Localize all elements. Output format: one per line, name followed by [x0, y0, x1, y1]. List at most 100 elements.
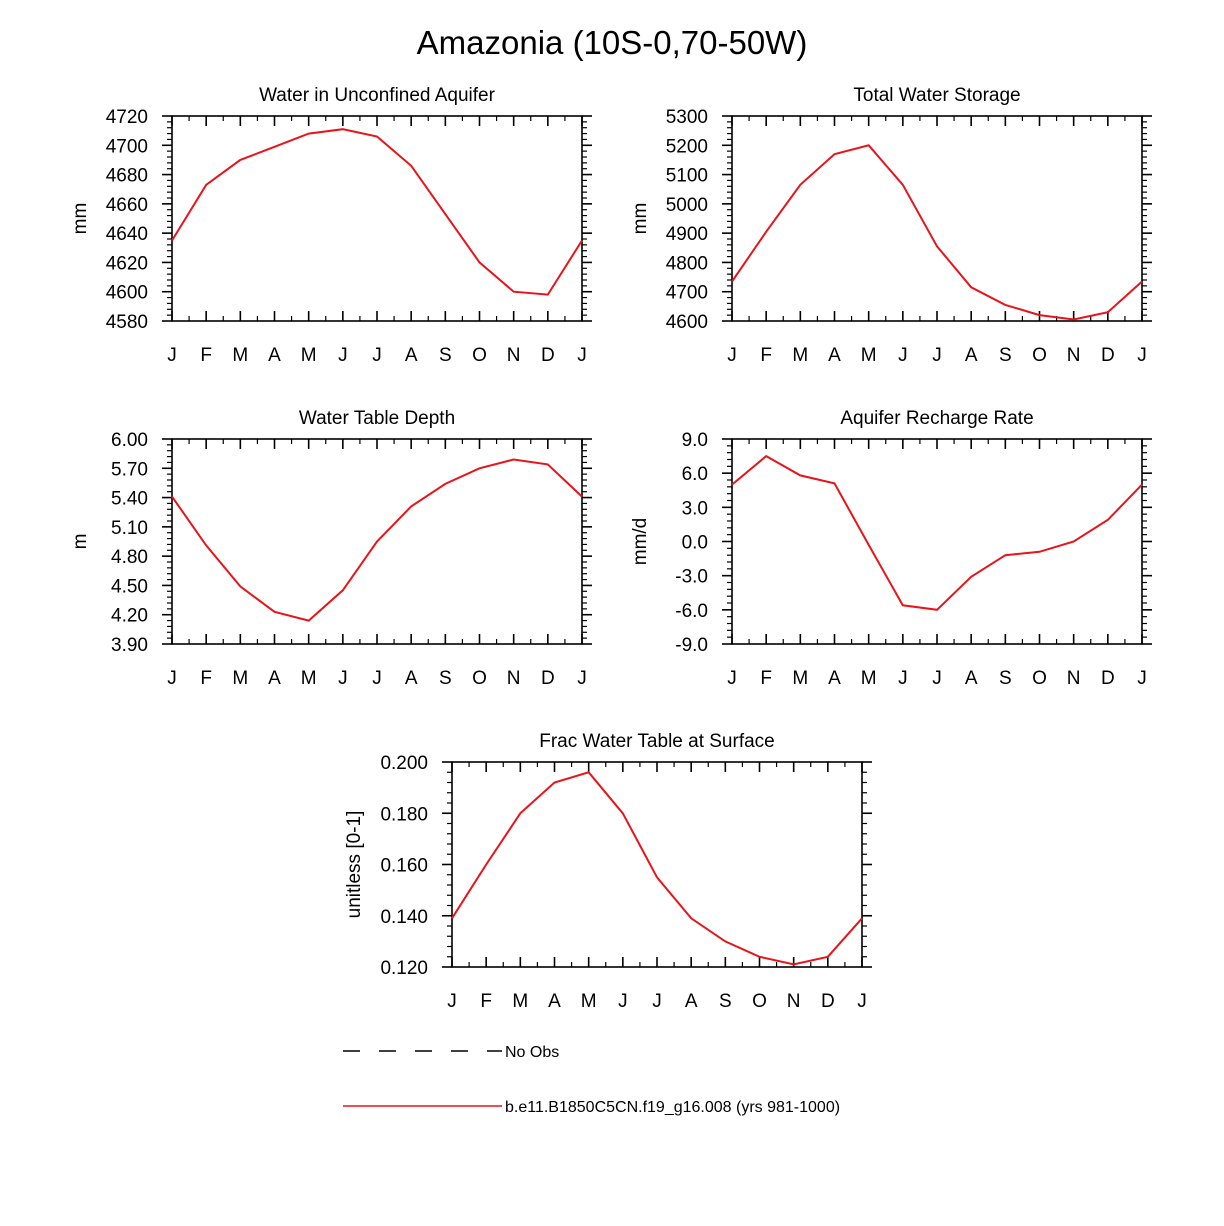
- x-tick-label: N: [507, 345, 521, 366]
- x-tick-label: J: [447, 991, 457, 1012]
- plot-frame: [731, 115, 1143, 322]
- legend: No Obs b.e11.B1850C5CN.f19_g16.008 (yrs 9…: [343, 1044, 840, 1116]
- x-tick-label: J: [167, 345, 177, 366]
- x-tick-label: O: [752, 991, 767, 1012]
- legend-entry-1: No Obs: [343, 1044, 559, 1061]
- x-tick-label: J: [898, 345, 908, 366]
- x-tick-label: M: [792, 668, 808, 689]
- y-tick-label: 0.0: [682, 533, 708, 554]
- y-tick-label: 5.40: [111, 489, 148, 510]
- chart-title: Frac Water Table at Surface: [539, 731, 775, 752]
- x-tick-label: J: [932, 668, 942, 689]
- x-tick-label: J: [577, 668, 587, 689]
- x-tick-label: J: [1137, 668, 1147, 689]
- y-tick-label: 4600: [666, 312, 708, 333]
- x-tick-label: J: [857, 991, 867, 1012]
- x-tick-label: A: [685, 991, 698, 1012]
- x-tick-label: A: [405, 668, 418, 689]
- x-tick-label: J: [652, 991, 662, 1012]
- x-tick-label: O: [472, 668, 487, 689]
- x-tick-label: D: [1101, 668, 1115, 689]
- chart-title: Aquifer Recharge Rate: [840, 408, 1033, 429]
- x-tick-label: J: [338, 345, 348, 366]
- chart-title: Water Table Depth: [299, 408, 455, 429]
- y-tick-label: 0.180: [380, 804, 428, 825]
- y-tick-label: 5.70: [111, 459, 148, 480]
- x-tick-label: M: [301, 668, 317, 689]
- legend-entry-2: b.e11.B1850C5CN.f19_g16.008 (yrs 981-100…: [343, 1099, 840, 1116]
- plot-frame: [451, 761, 863, 968]
- y-tick-label: 4660: [106, 195, 148, 216]
- x-tick-label: F: [480, 991, 492, 1012]
- x-tick-label: D: [1101, 345, 1115, 366]
- y-tick-label: 4600: [106, 283, 148, 304]
- y-axis-label: mm/d: [630, 518, 651, 566]
- x-tick-label: J: [372, 668, 382, 689]
- x-tick-label: J: [167, 668, 177, 689]
- x-tick-label: F: [200, 668, 212, 689]
- x-tick-label: A: [828, 345, 841, 366]
- x-tick-label: O: [1032, 345, 1047, 366]
- legend-label: b.e11.B1850C5CN.f19_g16.008 (yrs 981-100…: [505, 1099, 840, 1116]
- y-tick-label: 0.160: [380, 856, 428, 877]
- y-tick-label: 0.200: [380, 753, 428, 774]
- x-tick-label: N: [1067, 668, 1081, 689]
- y-axis-label: mm: [630, 203, 651, 235]
- x-tick-label: M: [581, 991, 597, 1012]
- x-tick-label: M: [301, 345, 317, 366]
- x-tick-label: N: [787, 991, 801, 1012]
- x-tick-label: F: [760, 668, 772, 689]
- x-tick-label: J: [1137, 345, 1147, 366]
- y-axis-label: mm: [70, 203, 91, 235]
- x-tick-label: J: [338, 668, 348, 689]
- y-tick-label: 4620: [106, 253, 148, 274]
- x-tick-label: D: [541, 668, 555, 689]
- y-tick-label: 4680: [106, 166, 148, 187]
- x-tick-label: S: [439, 345, 452, 366]
- plot-frame: [731, 438, 1143, 645]
- x-tick-label: M: [792, 345, 808, 366]
- y-tick-label: 0.120: [380, 958, 428, 979]
- series-line: [451, 771, 863, 966]
- y-tick-label: 5100: [666, 166, 708, 187]
- x-tick-label: F: [200, 345, 212, 366]
- x-tick-label: J: [727, 345, 737, 366]
- x-tick-label: N: [507, 668, 521, 689]
- y-tick-label: 4800: [666, 253, 708, 274]
- x-tick-label: A: [405, 345, 418, 366]
- y-tick-label: 5300: [666, 107, 708, 128]
- chart-panel-5: Frac Water Table at Surface unitless [0-1…: [344, 731, 872, 1012]
- y-tick-label: 4.50: [111, 576, 148, 597]
- x-tick-label: S: [439, 668, 452, 689]
- x-tick-label: J: [898, 668, 908, 689]
- x-tick-label: N: [1067, 345, 1081, 366]
- y-tick-label: -3.0: [675, 567, 708, 588]
- y-tick-label: 6.00: [111, 430, 148, 451]
- y-tick-label: 4640: [106, 224, 148, 245]
- x-tick-label: D: [541, 345, 555, 366]
- y-tick-label: 5000: [666, 195, 708, 216]
- y-tick-label: 4900: [666, 224, 708, 245]
- y-tick-label: 6.0: [682, 464, 708, 485]
- x-tick-label: M: [861, 668, 877, 689]
- chart-title: Water in Unconfined Aquifer: [259, 85, 496, 106]
- x-tick-label: O: [472, 345, 487, 366]
- x-tick-label: J: [727, 668, 737, 689]
- x-tick-label: J: [372, 345, 382, 366]
- x-tick-label: A: [548, 991, 561, 1012]
- x-tick-label: J: [577, 345, 587, 366]
- x-tick-label: A: [268, 345, 281, 366]
- x-tick-label: J: [932, 345, 942, 366]
- series-line: [171, 458, 583, 622]
- x-tick-label: M: [861, 345, 877, 366]
- y-tick-label: 4700: [666, 283, 708, 304]
- series-line: [731, 144, 1143, 321]
- y-tick-label: 4.20: [111, 606, 148, 627]
- chart-title: Total Water Storage: [853, 85, 1020, 106]
- y-tick-label: 3.90: [111, 635, 148, 656]
